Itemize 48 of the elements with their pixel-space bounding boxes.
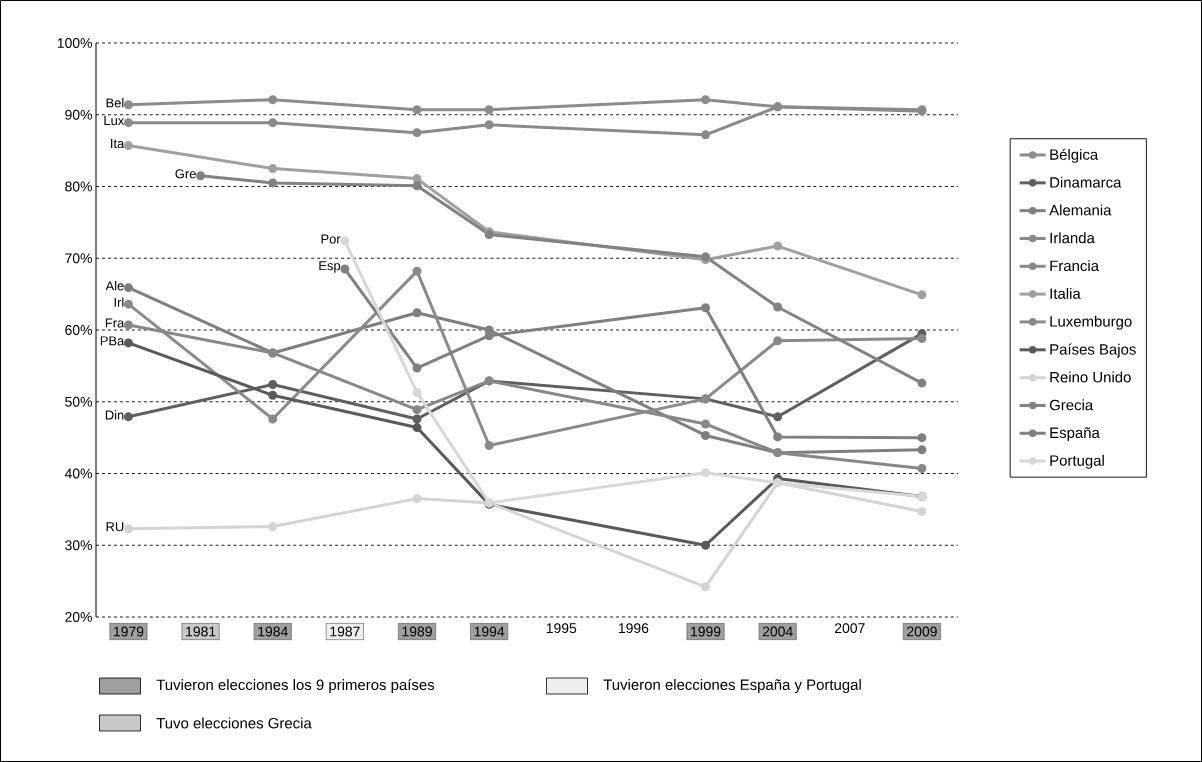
legend-label: España — [1050, 427, 1100, 441]
y-tick-label: 40% — [64, 468, 92, 479]
x-tick-label: 1999 — [691, 626, 721, 637]
annotation: Ita — [111, 139, 125, 149]
annotation: Ale — [105, 280, 124, 291]
y-tick-label: 50% — [65, 396, 92, 407]
x-tick-label: 1989 — [402, 626, 432, 637]
y-tick-label: 30% — [65, 540, 92, 551]
legend-label: Portugal — [1050, 454, 1104, 469]
text: Tuvo elecciones Grecia — [156, 717, 312, 729]
legend-label: Grecia — [1049, 399, 1094, 411]
x-tick-label: 2007 — [835, 623, 865, 634]
y-tick-label: 100% — [57, 38, 92, 48]
x-tick-label: 1984 — [258, 626, 288, 637]
legend-label: Reino Unido — [1050, 371, 1131, 383]
x-tick-label: 1979 — [114, 626, 144, 637]
legend-label: Irlanda — [1050, 232, 1095, 244]
legend-label: Francia — [1050, 260, 1099, 272]
x-tick-label: 1981 — [186, 626, 216, 637]
annotation: PBa — [100, 336, 125, 346]
x-tick-label: 2004 — [762, 626, 793, 637]
x-tick-label: 1996 — [618, 623, 649, 634]
annotation: RU — [106, 522, 124, 532]
x-tick-label: 1995 — [546, 623, 577, 634]
annotation: Esp — [319, 261, 341, 273]
annotation: Bel — [106, 97, 124, 108]
x-tick-label: 2009 — [907, 626, 937, 637]
legend-label: Alemania — [1049, 204, 1112, 216]
annotation: Irl — [114, 297, 124, 307]
x-tick-label: 1994 — [474, 626, 505, 637]
y-tick-label: 90% — [65, 109, 92, 120]
y-tick-label: 60% — [65, 325, 92, 335]
annotation: Gre — [175, 169, 196, 179]
y-tick-label: 80% — [65, 181, 92, 192]
annotation: Din — [105, 410, 124, 420]
annotation: Por — [321, 234, 341, 244]
legend-label: Italia — [1050, 287, 1081, 299]
annotation: Lux — [104, 116, 125, 126]
legend-label: Dinamarca — [1050, 176, 1122, 188]
legend-label: Bélgica — [1050, 148, 1099, 163]
legend-label: Luxemburgo — [1050, 315, 1132, 330]
annotation: Fra — [105, 318, 125, 328]
y-tick-label: 70% — [65, 253, 92, 264]
text: Tuvieron elecciones los 9 primeros países — [156, 678, 435, 694]
y-tick-label: 20% — [65, 612, 92, 622]
text: Tuvieron elecciones España y Portugal — [603, 679, 861, 693]
legend-label: Países Bajos — [1050, 343, 1136, 358]
x-tick-label: 1987 — [330, 626, 360, 637]
